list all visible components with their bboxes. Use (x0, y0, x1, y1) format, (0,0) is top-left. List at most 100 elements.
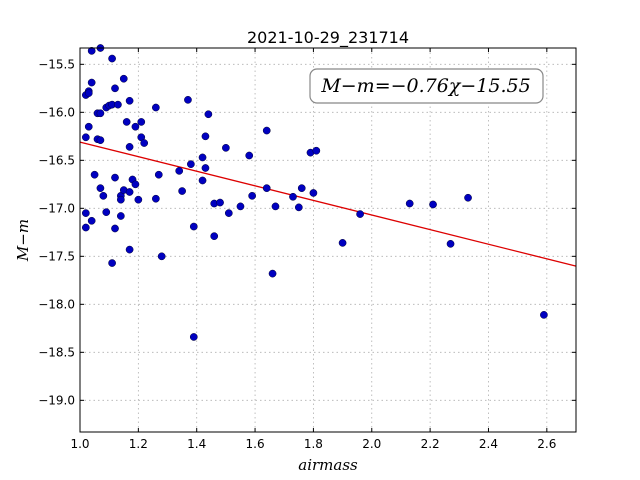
data-point (446, 239, 455, 248)
axis-ticks: 1.0 1.2 1.4 1.6 1.8 2.0 2.2 2.4 2.6 −15.5 −16.0 −16… (38, 48, 576, 451)
y-tick-label: −16.0 (38, 105, 75, 119)
data-point (222, 143, 230, 152)
x-tick-label: 1.0 (70, 437, 89, 451)
data-point (224, 209, 233, 217)
data-point (134, 195, 143, 204)
data-point (540, 311, 548, 319)
x-tick-label: 2.4 (479, 437, 498, 451)
data-point (198, 176, 207, 185)
data-point (81, 133, 90, 142)
y-tick-label: −18.5 (38, 345, 75, 359)
data-point (405, 199, 414, 208)
y-tick-label: −17.5 (38, 249, 75, 263)
x-axis-label: airmass (298, 456, 358, 474)
x-tick-label: 1.6 (246, 437, 265, 451)
data-point (131, 122, 140, 131)
data-point (201, 132, 210, 141)
y-tick-label: −17.0 (38, 201, 75, 215)
x-tick-label: 1.8 (304, 437, 323, 451)
data-point (116, 212, 125, 220)
data-point (125, 143, 134, 151)
data-point (189, 222, 198, 231)
x-tick-label: 2.0 (362, 437, 381, 451)
y-axis-label: M−m (14, 219, 32, 262)
fit-line-group (79, 141, 577, 267)
annotation-frame (309, 68, 544, 104)
data-point (294, 203, 303, 212)
y-tick-label: −19.0 (38, 393, 75, 407)
data-point (297, 184, 306, 193)
y-tick-label: −15.5 (38, 57, 75, 71)
data-point (152, 194, 160, 203)
data-point (187, 160, 195, 169)
data-point (312, 146, 321, 155)
data-point (125, 245, 134, 254)
data-point (137, 118, 146, 126)
data-point (81, 223, 90, 232)
data-point (125, 96, 134, 105)
data-point (84, 122, 93, 131)
data-point (114, 100, 122, 109)
grid (79, 48, 576, 432)
data-points (81, 44, 548, 341)
data-point (84, 89, 93, 97)
fit-line (79, 141, 577, 267)
data-point (102, 208, 111, 217)
data-point (204, 110, 213, 119)
data-point (111, 224, 119, 233)
data-point (157, 252, 166, 261)
data-point (210, 232, 219, 241)
data-point (289, 192, 297, 201)
data-point (87, 47, 96, 55)
data-point (119, 74, 128, 83)
y-tick-label: −18.0 (38, 297, 75, 311)
annotation-box: M−m=−0.76χ−15.55 (309, 68, 544, 104)
data-point (111, 173, 119, 182)
data-point (116, 195, 125, 204)
data-point (125, 188, 134, 196)
data-point (236, 202, 245, 211)
data-point (99, 191, 108, 200)
data-point (338, 239, 347, 247)
fit-equation: M−m=−0.76χ−15.55 (320, 75, 530, 97)
x-tick-label: 1.2 (129, 437, 148, 451)
data-point (154, 170, 163, 179)
chart-title: 2021-10-29_231714 (247, 28, 409, 48)
data-point (87, 216, 96, 225)
data-point (96, 136, 105, 145)
data-point (262, 184, 271, 193)
data-point (189, 333, 198, 341)
x-tick-label: 2.2 (421, 437, 440, 451)
data-point (96, 109, 105, 118)
data-point (96, 184, 105, 193)
data-point (201, 164, 210, 172)
y-tick-label: −16.5 (38, 153, 75, 167)
data-point (122, 118, 131, 126)
data-point (429, 200, 437, 209)
data-point (81, 209, 90, 217)
plot-frame (79, 47, 577, 433)
data-point (356, 210, 364, 218)
data-point (248, 191, 256, 200)
x-tick-label: 1.4 (187, 437, 206, 451)
data-point (184, 95, 192, 104)
data-point (198, 153, 207, 162)
x-tick-label: 2.6 (537, 437, 556, 451)
data-point (178, 187, 186, 195)
data-point (131, 180, 140, 189)
data-point (111, 84, 119, 93)
data-point (140, 139, 149, 147)
data-point (87, 78, 96, 87)
data-point (175, 167, 184, 175)
data-point (309, 189, 318, 197)
data-point (268, 269, 277, 278)
data-point (262, 126, 271, 135)
data-point (152, 103, 160, 112)
data-point (271, 202, 280, 211)
data-point (245, 151, 254, 160)
data-point (108, 259, 116, 267)
data-point (90, 170, 99, 179)
data-point (464, 193, 472, 202)
data-point (108, 54, 116, 63)
